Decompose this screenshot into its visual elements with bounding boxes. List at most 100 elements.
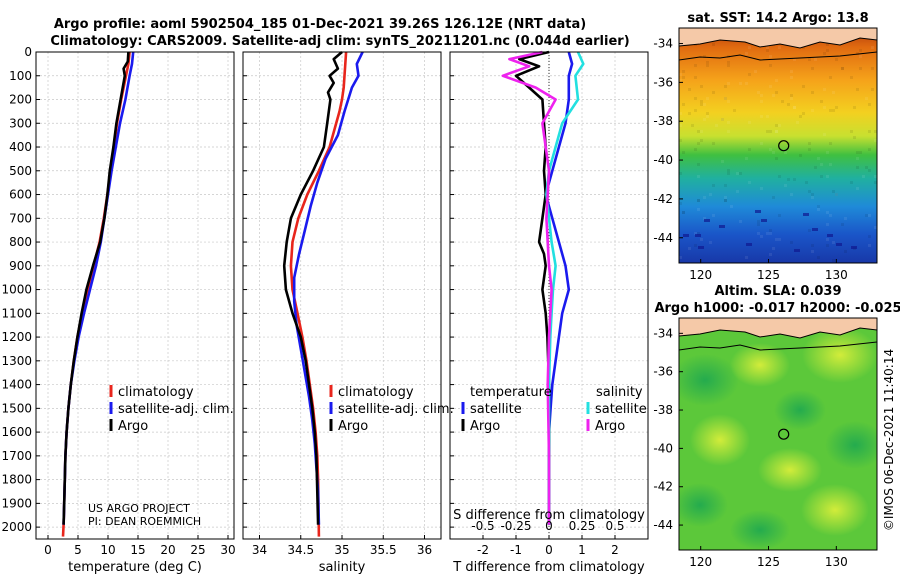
legend-label-climatology: climatology: [118, 385, 194, 400]
sst-cold-pixel: [851, 246, 857, 249]
sst-pixel: [826, 151, 829, 154]
sst-pixel: [706, 61, 709, 64]
sst-pixel: [787, 103, 790, 106]
sst-pixel: [769, 64, 772, 67]
sst-pixel: [748, 73, 751, 76]
sst-pixel: [868, 244, 871, 247]
sst-pixel: [775, 130, 778, 133]
lon-tick-label: 130: [825, 268, 848, 282]
sst-pixel: [694, 232, 697, 235]
sst-pixel-texture: [679, 28, 877, 262]
sst-pixel: [700, 130, 703, 133]
sst-pixel: [706, 64, 709, 67]
sst-pixel: [697, 130, 700, 133]
sst-pixel: [775, 238, 778, 241]
sst-pixel: [850, 130, 853, 133]
sst-pixel: [802, 46, 805, 49]
sst-pixel: [682, 76, 685, 79]
sst-pixel: [793, 106, 796, 109]
sst-pixel: [808, 142, 811, 145]
sst-pixel: [811, 67, 814, 70]
sst-pixel: [700, 85, 703, 88]
sst-pixel: [679, 79, 682, 82]
sst-pixel: [703, 196, 706, 199]
series-argo: [282, 51, 343, 525]
sst-pixel: [841, 223, 844, 226]
sst-pixel: [832, 241, 835, 244]
sla-map-panel: Altim. SLA: 0.039 Argo h1000: -0.017 h20…: [653, 284, 900, 569]
sst-pixel: [757, 232, 760, 235]
sst-pixel: [679, 112, 682, 115]
sst-pixel: [790, 97, 793, 100]
sst-pixel: [850, 181, 853, 184]
sst-pixel: [835, 106, 838, 109]
sst-pixel: [844, 217, 847, 220]
lat-tick-label: -36: [653, 365, 673, 379]
lat-tick-label: -42: [653, 480, 673, 494]
sst-pixel: [793, 106, 796, 109]
sst-pixel: [784, 184, 787, 187]
legend-label-satellite-adj: satellite-adj. clim.: [338, 402, 454, 417]
sla-eddies: [679, 327, 877, 550]
sst-pixel: [853, 106, 856, 109]
argo-float-marker: [778, 140, 790, 152]
sst-pixel: [766, 46, 769, 49]
t-difference-xlabel: T difference from climatology: [452, 560, 645, 575]
sst-pixel: [769, 232, 772, 235]
s-difference-ticks: -0.5 -0.25 0 0.25 0.5: [471, 519, 624, 533]
sst-pixel: [817, 157, 820, 160]
sst-pixel: [829, 109, 832, 112]
sst-pixel: [841, 67, 844, 70]
sst-pixel: [679, 73, 682, 76]
sst-pixel: [832, 190, 835, 193]
sst-pixel: [805, 181, 808, 184]
sst-pixel: [757, 223, 760, 226]
argo-float-marker: [778, 428, 790, 440]
sst-pixel: [754, 70, 757, 73]
sst-pixel: [769, 148, 772, 151]
sst-cold-pixel: [803, 213, 809, 216]
lon-tick-label: 125: [757, 555, 780, 569]
lat-tick-label: -40: [653, 441, 673, 455]
sst-pixel: [700, 103, 703, 106]
lat-tick-label: -44: [653, 518, 673, 532]
s-diff-tick-label: -0.5: [471, 519, 494, 533]
sst-pixel: [748, 121, 751, 124]
sst-pixel: [682, 103, 685, 106]
sst-pixel: [697, 208, 700, 211]
sst-pixel: [745, 52, 748, 55]
salinity-ticks: 34 34.5 35 35.5 36: [243, 51, 432, 557]
difference-ticks: -2 -1 0 1 2: [450, 51, 619, 557]
x-tick-label: 0: [545, 543, 553, 557]
sst-pixel: [817, 208, 820, 211]
sst-pixel: [787, 178, 790, 181]
sst-pixel: [694, 64, 697, 67]
sst-pixel: [697, 199, 700, 202]
sst-pixel: [802, 112, 805, 115]
sst-pixel: [826, 43, 829, 46]
sst-cold-pixel: [695, 234, 701, 237]
sst-pixel: [772, 151, 775, 154]
sst-pixel: [874, 226, 877, 229]
sst-pixel: [829, 142, 832, 145]
sst-pixel: [697, 232, 700, 235]
depth-tick-label: 1400: [1, 378, 32, 392]
sst-cold-pixel: [755, 210, 761, 213]
sst-pixel: [820, 163, 823, 166]
s-diff-tick-label: 0: [545, 519, 553, 533]
sst-pixel: [760, 235, 763, 238]
depth-tick-label: 500: [9, 164, 32, 178]
sst-pixel: [865, 97, 868, 100]
sst-map-ticks: 120 125 130 -34 -36 -38 -40 -42 -44: [653, 37, 847, 282]
lat-tick-label: -40: [653, 153, 673, 167]
project-name: US ARGO PROJECT: [88, 502, 190, 515]
sst-pixel: [712, 142, 715, 145]
sst-pixel: [835, 58, 838, 61]
figure-title-line2: Climatology: CARS2009. Satellite-adj cli…: [50, 34, 629, 49]
imos-credit: ©IMOS 06-Dec-2021 11:40:14: [882, 349, 896, 531]
sst-pixel: [778, 214, 781, 217]
sst-pixel: [775, 124, 778, 127]
depth-tick-label: 1700: [1, 449, 32, 463]
sst-pixel: [688, 247, 691, 250]
difference-series: [501, 50, 585, 525]
